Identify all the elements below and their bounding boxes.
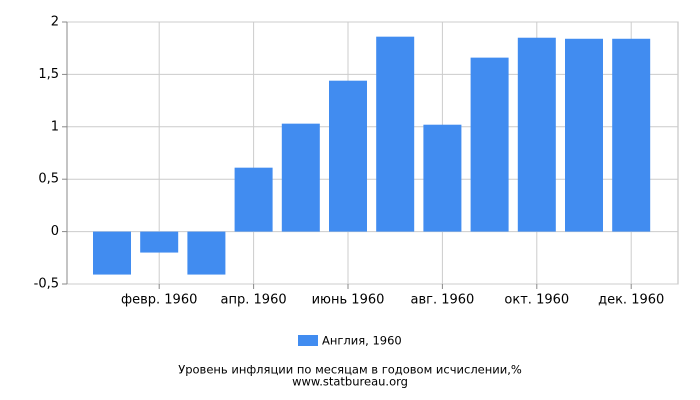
bar (470, 57, 509, 232)
bar (329, 80, 367, 232)
bar (140, 231, 179, 253)
legend-swatch (298, 335, 318, 346)
y-tick-label: 0,5 (38, 172, 59, 187)
x-tick-label: апр. 1960 (221, 293, 287, 308)
bar (187, 231, 226, 275)
bar (423, 124, 462, 232)
x-tick-label: авг. 1960 (410, 293, 474, 308)
bar (565, 38, 603, 232)
chart-title: Уровень инфляции по месяцам в годовом ис… (178, 363, 522, 377)
y-tick-label: 1 (51, 119, 59, 134)
y-tick-label: 1,5 (38, 67, 59, 82)
legend-label: Англия, 1960 (322, 334, 402, 348)
y-tick-label: -0,5 (34, 277, 59, 292)
bar (612, 38, 651, 232)
x-tick-label: окт. 1960 (504, 293, 569, 308)
bar (517, 37, 556, 232)
x-tick-label: дек. 1960 (598, 293, 664, 308)
bar (376, 36, 415, 232)
bar (281, 123, 320, 232)
bar (93, 231, 131, 275)
y-tick-label: 0 (51, 224, 59, 239)
y-tick-label: 2 (51, 15, 59, 30)
x-tick-label: февр. 1960 (121, 293, 197, 308)
source: www.statbureau.org (292, 375, 408, 389)
x-tick-label: июнь 1960 (312, 293, 385, 308)
bar (234, 167, 273, 232)
